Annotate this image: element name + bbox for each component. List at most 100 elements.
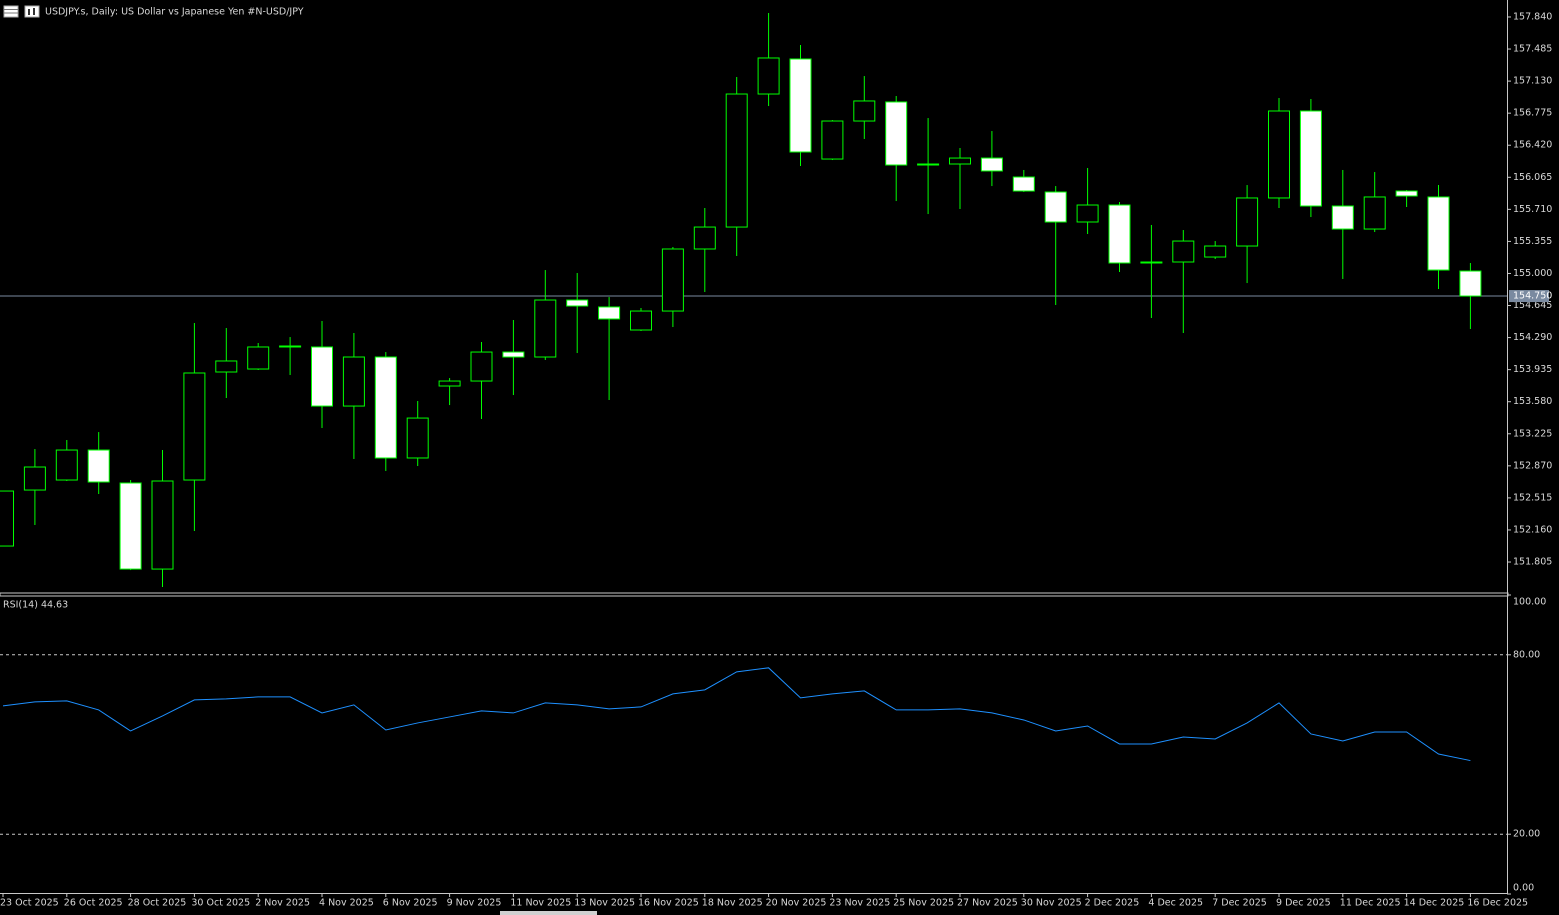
x-tick-label: 4 Nov 2025: [319, 898, 374, 909]
y-tick-label: 0.00: [1513, 883, 1534, 894]
y-tick-label: 155.000: [1513, 268, 1552, 279]
candle-body: [215, 360, 238, 373]
x-tick-label: 28 Oct 2025: [128, 898, 187, 909]
candle-body: [438, 380, 461, 387]
x-tick-label: 9 Dec 2025: [1276, 898, 1331, 909]
candle-body: [885, 101, 908, 166]
candle-body: [1140, 261, 1163, 264]
candle-body: [1108, 204, 1131, 264]
y-tick-label: 152.160: [1513, 524, 1552, 535]
candle-body: [1331, 205, 1354, 230]
candle-body: [311, 346, 333, 407]
icon-bar: [28, 9, 30, 15]
chart-title: USDJPY.s, Daily: US Dollar vs Japanese Y…: [45, 7, 304, 18]
candle-body: [693, 226, 716, 250]
scrollbar[interactable]: [500, 911, 597, 915]
x-tick-label: 7 Dec 2025: [1212, 898, 1267, 909]
candle-body: [55, 449, 78, 481]
y-tick-label: 155.710: [1513, 204, 1552, 215]
x-tick-label: 4 Dec 2025: [1148, 898, 1203, 909]
candle-body: [470, 351, 493, 382]
y-tick-label: 157.130: [1513, 76, 1552, 87]
y-tick-label: 156.065: [1513, 172, 1552, 183]
x-tick-label: 30 Oct 2025: [191, 898, 250, 909]
x-tick-label: 2 Nov 2025: [255, 898, 310, 909]
candle-body: [917, 163, 940, 166]
candle-body: [949, 157, 971, 165]
candle-body: [247, 346, 270, 370]
icon-table: [3, 5, 19, 18]
candle-body: [119, 482, 142, 570]
x-tick-label: 16 Dec 2025: [1467, 898, 1528, 909]
y-tick-label: 152.515: [1513, 492, 1552, 503]
x-tick-label: 13 Nov 2025: [574, 898, 635, 909]
candle-body: [853, 100, 876, 122]
current-price-box: [1509, 290, 1549, 303]
x-tick-label: 26 Oct 2025: [64, 898, 123, 909]
y-tick-label: 156.775: [1513, 108, 1552, 119]
candle-body: [980, 157, 1003, 172]
current-price-label: 154.750: [1513, 291, 1552, 302]
x-tick-label: 20 Nov 2025: [766, 898, 827, 909]
x-tick-label: 16 Nov 2025: [638, 898, 699, 909]
y-tick-label: 100.00: [1513, 597, 1546, 608]
y-tick-label: 154.290: [1513, 332, 1552, 343]
candle-body: [1172, 240, 1195, 263]
x-tick-label: 30 Nov 2025: [1021, 898, 1082, 909]
candle-body: [757, 57, 780, 95]
y-tick-label: 156.420: [1513, 140, 1552, 151]
candle-body: [1204, 245, 1227, 258]
candle-body: [1012, 176, 1035, 192]
candle-body: [1395, 190, 1418, 197]
y-tick-label: 151.805: [1513, 557, 1552, 568]
x-tick-label: 11 Nov 2025: [510, 898, 571, 909]
candle-body: [821, 120, 844, 160]
candle-body: [725, 93, 748, 228]
x-tick-label: 23 Oct 2025: [0, 898, 59, 909]
y-tick-label: 157.485: [1513, 44, 1552, 55]
indicator-title: RSI(14) 44.63: [3, 600, 68, 611]
y-tick-label: 153.225: [1513, 428, 1552, 439]
candle-body: [1076, 204, 1099, 223]
candle-body: [406, 417, 429, 459]
x-tick-label: 11 Dec 2025: [1340, 898, 1401, 909]
rsi-line: [2, 667, 1471, 762]
candle-body: [630, 310, 652, 331]
y-tick-label: 20.00: [1513, 829, 1540, 840]
y-tick-label: 154.645: [1513, 300, 1552, 311]
x-tick-label: 6 Nov 2025: [383, 898, 438, 909]
icon-bar: [33, 8, 35, 15]
icon-chart: [24, 5, 40, 18]
y-tick-label: 153.580: [1513, 396, 1552, 407]
x-tick-label: 2 Dec 2025: [1085, 898, 1140, 909]
candle-body: [374, 356, 397, 459]
candle-body: [87, 449, 110, 483]
x-tick-label: 14 Dec 2025: [1404, 898, 1465, 909]
y-tick-label: 157.840: [1513, 11, 1552, 22]
candle-body: [23, 466, 46, 491]
candle-body: [0, 490, 14, 547]
candle-body: [502, 351, 525, 358]
candle-body: [566, 299, 589, 307]
candle-body: [1459, 270, 1482, 297]
candles: [0, 13, 1507, 588]
y-tick-label: 155.355: [1513, 236, 1552, 247]
y-tick-label: 153.935: [1513, 364, 1552, 375]
candle-body: [661, 248, 684, 312]
candle-body: [598, 306, 621, 320]
rsi-line-group: [2, 667, 1471, 762]
candle-body: [183, 372, 206, 481]
candle-body: [534, 299, 557, 358]
candle-body: [279, 345, 302, 348]
x-tick-label: 23 Nov 2025: [829, 898, 890, 909]
y-tick-label: 80.00: [1513, 649, 1540, 660]
candle-body: [151, 480, 174, 570]
candle-body: [1236, 197, 1259, 247]
candle-body: [342, 356, 365, 407]
x-tick-label: 25 Nov 2025: [893, 898, 954, 909]
candle-body: [1299, 110, 1322, 207]
candle-body: [1044, 191, 1067, 223]
x-tick-label: 9 Nov 2025: [447, 898, 502, 909]
